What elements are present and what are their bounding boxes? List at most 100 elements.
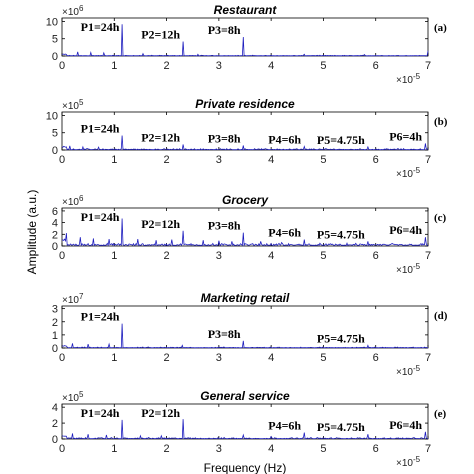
y-tick-label: 2	[52, 229, 58, 241]
x-multiplier: ×10-5	[396, 262, 421, 276]
x-tick-label: 5	[320, 352, 326, 364]
x-tick-label: 7	[425, 443, 431, 455]
y-multiplier-base: ×10	[62, 295, 79, 306]
x-tick-label: 5	[320, 443, 326, 455]
x-tick-label: 0	[59, 443, 65, 455]
peak-label: P1=24h	[81, 20, 120, 34]
peak-label: P2=12h	[141, 406, 180, 420]
y-tick-label: 0	[52, 51, 58, 63]
panel-label: (b)	[434, 116, 448, 128]
x-tick-label: 7	[425, 250, 431, 262]
y-tick-label: 4	[52, 402, 58, 414]
y-multiplier-base: ×10	[62, 197, 79, 208]
y-tick-label: 2	[52, 317, 58, 329]
x-multiplier: ×10-5	[396, 364, 421, 378]
panel-title: Marketing retail	[201, 291, 290, 305]
x-tick-label: 6	[373, 352, 379, 364]
y-tick-label: 0	[52, 343, 58, 355]
panel-title: Restaurant	[214, 3, 278, 17]
peak-label: P3=8h	[208, 327, 241, 341]
y-tick-label: 3	[52, 304, 58, 316]
x-multiplier-base: ×10	[396, 458, 413, 469]
plot-frame	[61, 17, 429, 57]
y-multiplier-base: ×10	[62, 101, 79, 112]
spectrum-series-line	[61, 135, 429, 151]
y-multiplier-base: ×10	[62, 7, 79, 18]
x-tick-label: 2	[164, 250, 170, 262]
y-tick-label: 0	[52, 241, 58, 253]
x-tick-label: 6	[373, 60, 379, 72]
x-multiplier-exponent: -5	[413, 364, 421, 373]
x-tick-label: 6	[373, 154, 379, 166]
x-tick-label: 1	[111, 60, 117, 72]
x-multiplier-base: ×10	[396, 75, 413, 86]
x-tick-label: 4	[268, 443, 274, 455]
y-multiplier-exponent: 6	[79, 194, 84, 203]
y-multiplier: ×107	[62, 292, 84, 306]
plot-frame	[61, 403, 429, 440]
y-tick-label: 4	[52, 218, 58, 230]
y-tick-label: 5	[52, 128, 58, 140]
peak-label: P2=12h	[141, 217, 180, 231]
spectrum-series-line	[61, 323, 428, 349]
x-multiplier-base: ×10	[396, 367, 413, 378]
spectrum-series-line	[61, 24, 429, 57]
peak-label: P6=4h	[389, 129, 422, 143]
y-multiplier: ×106	[62, 194, 84, 208]
panel-label: (d)	[434, 310, 448, 322]
peak-label: P5=4.75h	[317, 331, 365, 345]
x-multiplier-exponent: -5	[413, 455, 421, 464]
y-multiplier-exponent: 5	[79, 98, 84, 107]
peak-label: P4=6h	[268, 133, 301, 147]
x-tick-label: 0	[59, 352, 65, 364]
x-tick-label: 6	[373, 443, 379, 455]
x-multiplier: ×10-5	[396, 166, 421, 180]
peak-label: P1=24h	[81, 310, 120, 324]
panel-label: (c)	[434, 212, 447, 224]
peak-label: P2=12h	[141, 27, 180, 41]
x-multiplier-base: ×10	[396, 169, 413, 180]
x-tick-label: 5	[320, 250, 326, 262]
x-tick-label: 3	[216, 154, 222, 166]
spectrum-series-line	[61, 419, 429, 440]
plot-frame	[61, 207, 429, 247]
y-tick-label: 1	[52, 330, 58, 342]
x-tick-label: 7	[425, 352, 431, 364]
panel-label: (a)	[434, 22, 447, 34]
peak-label: P5=4.75h	[317, 420, 365, 434]
peak-label: P5=4.75h	[317, 133, 365, 147]
panel-title: General service	[200, 389, 290, 403]
y-multiplier-exponent: 5	[79, 390, 84, 399]
y-multiplier-base: ×10	[62, 393, 79, 404]
peak-label: P2=12h	[141, 130, 180, 144]
x-axis-label: Frequency (Hz)	[204, 461, 287, 474]
y-tick-label: 6	[52, 206, 58, 218]
y-tick-label: 0	[52, 145, 58, 157]
peak-label: P3=8h	[208, 219, 241, 233]
x-tick-label: 3	[216, 250, 222, 262]
y-tick-label: 10	[46, 110, 58, 122]
panel-label: (e)	[434, 408, 447, 420]
x-tick-label: 3	[216, 60, 222, 72]
x-tick-label: 2	[164, 154, 170, 166]
x-tick-label: 3	[216, 443, 222, 455]
x-tick-label: 2	[164, 60, 170, 72]
peak-label: P5=4.75h	[317, 227, 365, 241]
x-multiplier: ×10-5	[396, 72, 421, 86]
peak-label: P1=24h	[81, 121, 120, 135]
y-axis-label: Amplitude (a.u.)	[25, 190, 39, 275]
x-tick-label: 0	[59, 250, 65, 262]
x-multiplier-exponent: -5	[413, 72, 421, 81]
x-multiplier-exponent: -5	[413, 262, 421, 271]
peak-label: P4=6h	[268, 226, 301, 240]
peak-label: P6=4h	[389, 223, 422, 237]
peak-label: P4=6h	[268, 419, 301, 433]
x-tick-label: 4	[268, 352, 274, 364]
x-tick-label: 1	[111, 352, 117, 364]
x-multiplier: ×10-5	[396, 455, 421, 469]
peak-label: P3=8h	[208, 132, 241, 146]
